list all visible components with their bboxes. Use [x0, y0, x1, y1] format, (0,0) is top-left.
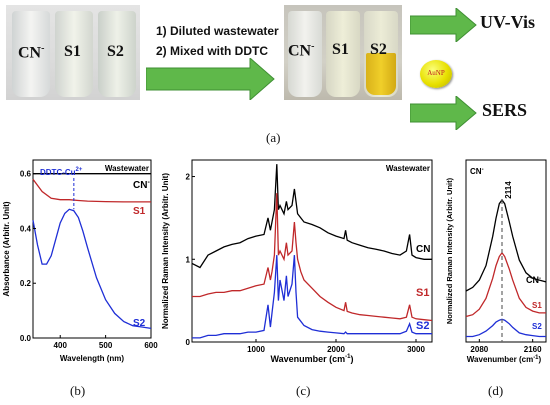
chart-d-series-cn — [465, 198, 547, 292]
chart-c-xtick-label: 1000 — [247, 345, 265, 354]
chart-b-xtick-label: 600 — [144, 341, 158, 350]
vial-cn-after — [288, 11, 322, 97]
photo2-label-cn: CN- — [288, 41, 315, 60]
chart-b-label-cn: CN- — [133, 179, 150, 191]
chart-c: 1000 2000 3000 0 1 2 Wastewater CN S1 S2 Wave… — [161, 159, 433, 364]
photo1-label-cn: CN- — [18, 43, 45, 62]
chart-d-series-s1 — [465, 251, 546, 318]
chart-c-xtick-label: 3000 — [407, 345, 425, 354]
vial-s1 — [55, 11, 93, 97]
chart-c-ytick-label: 1 — [186, 255, 191, 264]
chart-d-label-s2: S2 — [532, 322, 542, 331]
vial-s1-after — [326, 11, 360, 97]
photo1-label-s1: S1 — [64, 43, 81, 60]
photo-after: CN- S1 S2 — [284, 5, 402, 100]
caption-d: (d) — [488, 383, 504, 398]
chart-d-annotation-cn: CN- — [470, 167, 484, 176]
step1-text: 1) Diluted wastewater — [156, 24, 279, 38]
caption-a: (a) — [266, 130, 281, 145]
arrow-uvvis — [410, 8, 477, 42]
chart-d-xlabel: Wavenumber (cm-1) — [467, 355, 542, 364]
chart-b-series-s1 — [32, 178, 151, 203]
chart-b-xlabel: Wavelength (nm) — [60, 354, 124, 363]
step2-text: 2) Mixed with DDTC — [156, 44, 269, 58]
aunp-label: AuNP — [427, 69, 445, 77]
chart-d-annotation-peak: 2114 — [504, 181, 513, 199]
arrow-process — [146, 58, 275, 100]
chart-b-series-s2 — [32, 208, 152, 330]
chart-b-xtick-label: 500 — [99, 341, 113, 350]
chart-c-label-s2: S2 — [416, 320, 429, 332]
chart-c-xlabel: Wavenumber (cm-1) — [270, 354, 353, 364]
sers-label: SERS — [482, 100, 528, 120]
chart-c-ylabel: Normalized Raman Intensity (Arbitr. Unit… — [161, 173, 170, 329]
chart-d-xtick-label: 2160 — [524, 345, 542, 354]
vial-s2 — [98, 11, 136, 97]
chart-d-ylabel: Normalized Raman Intensity (Arbitr. Unit… — [445, 177, 454, 324]
aunp-icon — [420, 60, 452, 88]
chart-b-ylabel: Absorbance (Arbitr. Unit) — [2, 201, 11, 296]
chart-b-title: Wastewater — [105, 164, 149, 173]
chart-c-series-cn — [191, 164, 432, 269]
chart-c-ytick-label: 2 — [186, 173, 191, 182]
photo2-label-s2: S2 — [370, 41, 387, 58]
chart-b-frame — [32, 159, 152, 339]
photo1-label-s2: S2 — [107, 43, 124, 60]
uvvis-label: UV-Vis — [480, 12, 535, 32]
chart-d-series-s2 — [466, 318, 546, 338]
chart-c-label-cn: CN — [416, 244, 430, 255]
chart-c-ytick-label: 0 — [186, 338, 191, 347]
chart-b: 400 500 600 0.0 0.2 0.4 0.6 Wastewater DDTC-Cu… — [2, 159, 158, 363]
chart-b-ytick-label: 0.4 — [20, 224, 32, 233]
chart-b-ytick-label: 0.2 — [20, 279, 32, 288]
chart-c-label-s1: S1 — [416, 287, 429, 299]
photo2-label-s1: S1 — [332, 41, 349, 58]
chart-d-xtick-label: 2080 — [470, 345, 488, 354]
chart-c-xtick-label: 2000 — [327, 345, 345, 354]
chart-b-ytick-label: 0.0 — [20, 334, 32, 343]
chart-b-annotation: DDTC-Cu2+ — [40, 167, 83, 177]
caption-b: (b) — [70, 383, 86, 398]
caption-c: (c) — [296, 383, 311, 398]
chart-d-label-cn: CN- — [526, 275, 541, 285]
chart-d-label-s1: S1 — [532, 301, 542, 310]
vial-s2-yellow — [366, 53, 396, 95]
chart-b-xtick-label: 400 — [54, 341, 68, 350]
arrow-sers — [410, 96, 477, 130]
chart-b-label-s1: S1 — [133, 206, 146, 217]
chart-d-frame — [465, 159, 547, 343]
chart-b-label-s2: S2 — [133, 318, 146, 329]
chart-c-series-s2 — [192, 255, 432, 339]
photo-before: CN- S1 S2 — [6, 5, 140, 100]
chart-c-frame — [191, 159, 433, 343]
chart-b-ytick-label: 0.6 — [20, 170, 32, 179]
chart-c-series-s1 — [192, 193, 433, 322]
chart-c-title: Wastewater — [386, 164, 430, 173]
vial-cn — [12, 11, 50, 97]
chart-d: 2080 2160 CN- 2114 CN- S1 S2 Wavenumber (… — [445, 159, 547, 364]
